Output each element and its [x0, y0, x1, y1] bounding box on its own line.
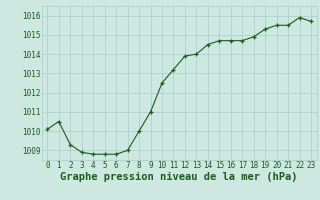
X-axis label: Graphe pression niveau de la mer (hPa): Graphe pression niveau de la mer (hPa) — [60, 172, 298, 182]
